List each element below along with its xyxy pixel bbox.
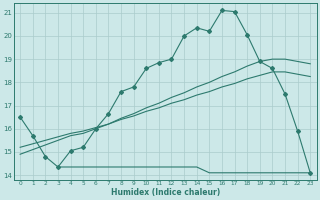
X-axis label: Humidex (Indice chaleur): Humidex (Indice chaleur) — [111, 188, 220, 197]
